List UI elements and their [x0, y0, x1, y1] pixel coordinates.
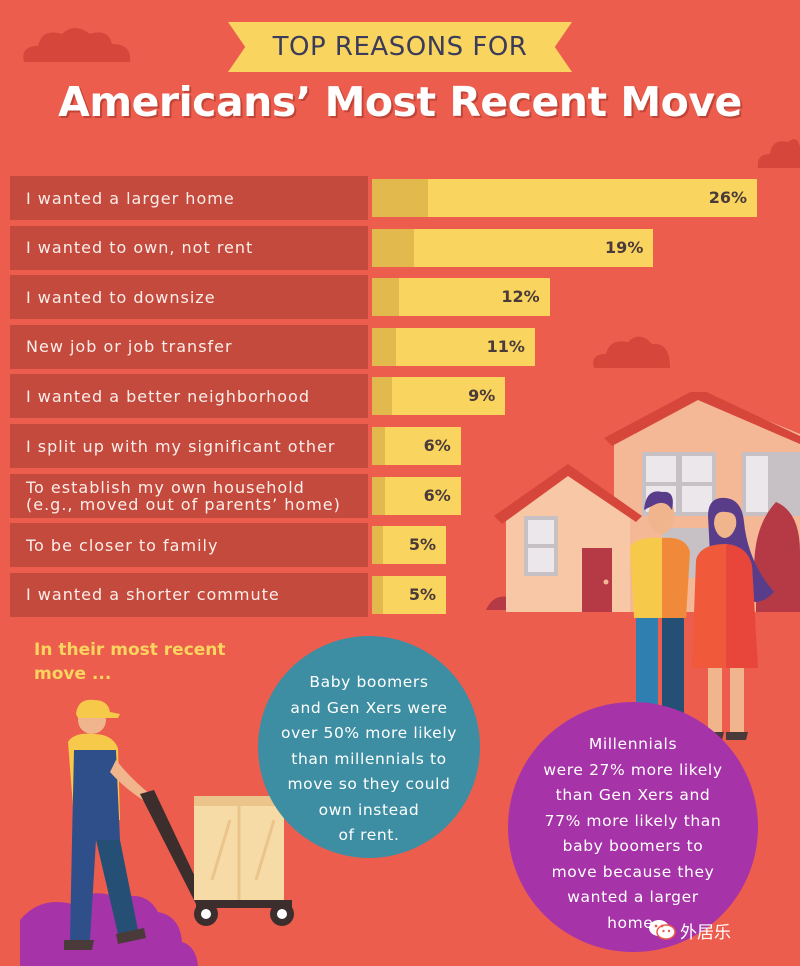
subhead: In their most recent move ...: [34, 640, 226, 684]
bar-shadow: [372, 179, 428, 217]
category-label: I wanted to own, not rent: [10, 225, 368, 270]
bar: [372, 327, 535, 366]
category-label: I wanted to downsize: [10, 275, 368, 320]
page-title: Americans’ Most Recent Move: [58, 78, 742, 126]
millennials-callout: [508, 702, 758, 952]
data-label: 26%: [708, 188, 747, 207]
bar: [372, 377, 506, 416]
bar-shadow: [372, 278, 399, 317]
bar: [372, 278, 550, 317]
cloud-icon: [593, 336, 670, 368]
bar: [372, 228, 654, 267]
category-label: I wanted a better neighborhood: [10, 374, 368, 419]
bar: [372, 575, 447, 614]
data-label: 5%: [408, 584, 437, 604]
data-label: 6%: [423, 436, 451, 455]
bar-shadow: [372, 228, 415, 267]
house-icon: [486, 392, 800, 740]
bar: [372, 427, 461, 465]
category-label: New job or job transfer: [10, 324, 368, 369]
data-label: 11%: [486, 336, 525, 356]
banner-text: TOP REASONS FOR: [272, 32, 528, 62]
bar-shadow: [372, 427, 386, 465]
data-label: 12%: [501, 287, 540, 307]
bar: [372, 476, 461, 515]
data-label: 9%: [468, 386, 496, 406]
category-label: To establish my own household (e.g., mov…: [10, 473, 368, 518]
bar-shadow: [372, 327, 397, 366]
bar: [372, 179, 757, 217]
category-label: I split up with my significant other: [10, 424, 368, 468]
boomers-callout: [258, 636, 480, 858]
bar-shadow: [372, 526, 384, 565]
cloud-icon: [757, 139, 800, 168]
watermark-text: 外居乐: [680, 923, 731, 943]
boomers-callout-text: Baby boomers and Gen Xers were over 50% …: [281, 673, 457, 844]
category-label: I wanted a shorter commute: [10, 572, 368, 617]
cloud-icon: [23, 28, 131, 62]
category-label: I wanted a larger home: [10, 176, 368, 220]
data-label: 6%: [423, 485, 451, 505]
bar-shadow: [372, 377, 392, 416]
data-label: 19%: [605, 237, 644, 257]
bar-shadow: [372, 476, 386, 515]
millennials-callout-text: Millennials were 27% more likely than Ge…: [543, 735, 723, 932]
bar-shadow: [372, 575, 384, 614]
wechat-icon: [649, 920, 676, 940]
category-label: To be closer to family: [10, 523, 368, 568]
data-label: 5%: [408, 535, 437, 555]
title-banner: [228, 22, 572, 72]
bar: [372, 526, 447, 565]
mover-icon: [20, 699, 294, 966]
